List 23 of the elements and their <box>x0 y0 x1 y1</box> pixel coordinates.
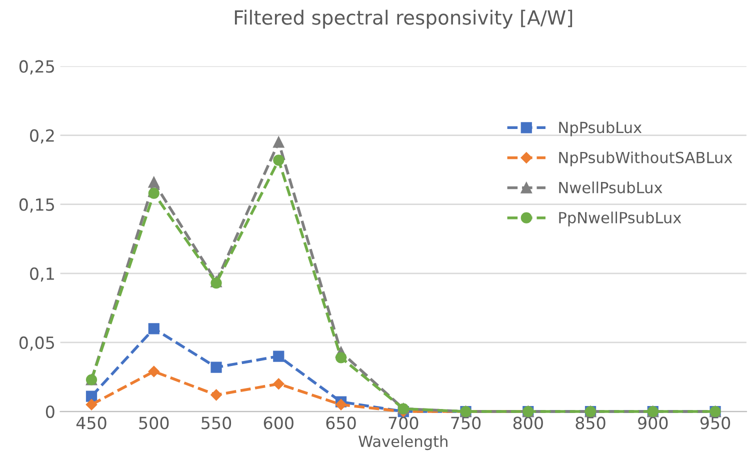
x-tick-label: 650 <box>326 416 356 430</box>
x-tick-label: 750 <box>451 416 481 430</box>
x-tick-label: 850 <box>576 416 606 430</box>
y-tick-label: 0,1 <box>30 267 54 282</box>
legend-label: NpPsubWithoutSABLux <box>559 151 732 166</box>
chart-title: Filtered spectral responsivity [A/W] <box>234 10 572 29</box>
y-tick-label: 0 <box>46 405 54 418</box>
y-tick-label: 0,15 <box>19 198 54 213</box>
x-tick-label: 500 <box>139 416 169 430</box>
legend-label: NwellPsubLux <box>559 182 662 194</box>
legend-label: NpPsubLux <box>559 121 642 136</box>
x-tick-label: 700 <box>388 416 418 430</box>
legend-label: PpNwellPsubLux <box>559 212 682 226</box>
x-tick-label: 800 <box>513 416 543 430</box>
x-tick-label: 950 <box>700 416 730 430</box>
x-tick-label: 600 <box>264 416 294 430</box>
x-tick-label: 900 <box>638 416 668 430</box>
x-tick-label: 550 <box>202 416 232 430</box>
x-axis-title: Wavelength <box>358 435 448 450</box>
y-tick-label: 0,25 <box>19 60 54 74</box>
x-tick-label: 450 <box>76 416 106 430</box>
y-tick-label: 0,05 <box>19 336 54 351</box>
y-tick-label: 0,2 <box>30 129 54 144</box>
